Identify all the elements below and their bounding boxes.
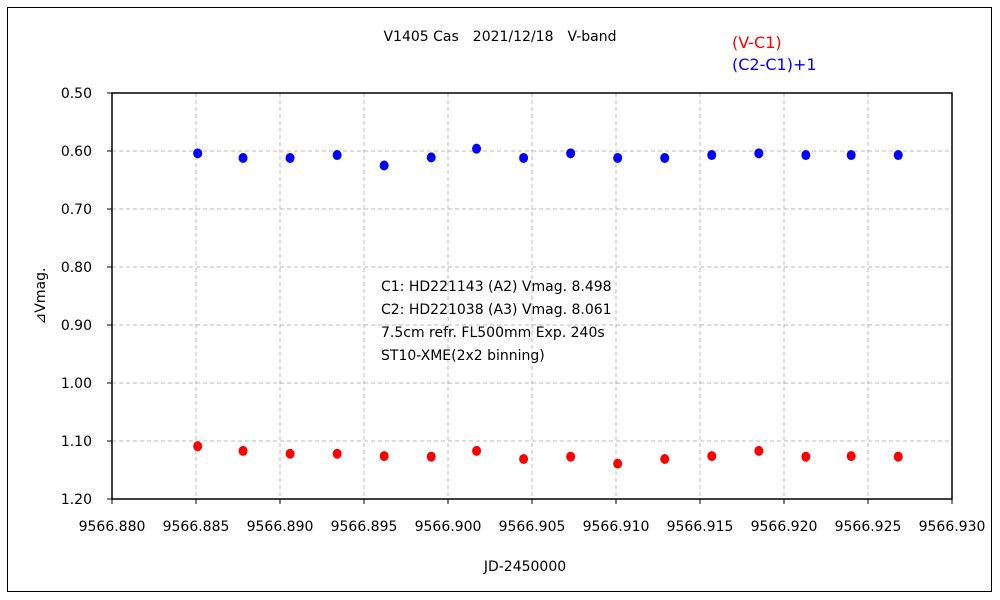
c2-c1-point: [193, 148, 203, 159]
chart-frame: [7, 7, 992, 592]
v-c1-point: [660, 453, 670, 464]
v-c1-point: [754, 445, 764, 456]
c2-c1-point: [426, 152, 436, 163]
c2-c1-point: [613, 152, 623, 163]
x-tick-label: 9566.925: [835, 519, 902, 535]
v-c1-point: [519, 453, 529, 464]
v-c1-point: [707, 451, 717, 462]
c2-c1-point: [707, 150, 717, 161]
v-c1-point: [893, 451, 903, 462]
v-c1-point: [846, 451, 856, 462]
x-tick-label: 9566.890: [247, 519, 314, 535]
y-tick-label: 0.60: [61, 144, 92, 160]
c2-c1-point: [566, 148, 576, 159]
v-c1-point: [801, 451, 811, 462]
c2-c1-point: [846, 150, 856, 161]
y-tick-label: 0.90: [61, 318, 92, 334]
legend-v-c1: (V-C1): [732, 33, 782, 52]
c2-c1-point: [801, 150, 811, 161]
c2-c1-point: [332, 150, 342, 161]
grid: [112, 93, 952, 499]
annotation-camera: ST10-XME(2x2 binning): [381, 348, 545, 364]
c2-c1-point: [472, 143, 482, 154]
x-tick-label: 9566.920: [751, 519, 818, 535]
y-tick-label: 1.10: [61, 434, 92, 450]
v-c1-point: [426, 451, 436, 462]
x-tick-label: 9566.910: [583, 519, 650, 535]
annotation-c1: C1: HD221143 (A2) Vmag. 8.498: [381, 279, 612, 295]
c2-c1-point: [893, 150, 903, 161]
y-tick-label: 0.70: [61, 202, 92, 218]
x-tick-label: 9566.930: [919, 519, 986, 535]
v-c1-point: [193, 441, 203, 452]
x-tick-label: 9566.905: [499, 519, 566, 535]
legend-c2-c1: (C2-C1)+1: [732, 55, 817, 74]
x-tick-label: 9566.880: [79, 519, 146, 535]
v-c1-point: [238, 445, 248, 456]
y-tick-label: 1.00: [61, 376, 92, 392]
v-c1-point: [472, 445, 482, 456]
x-axis-label: JD-2450000: [483, 559, 566, 575]
v-c1-point: [613, 458, 623, 469]
y-tick-label: 0.50: [61, 86, 92, 102]
c2-c1-point: [285, 152, 295, 163]
x-tick-label: 9566.900: [415, 519, 482, 535]
annotation-telescope: 7.5cm refr. FL500mm Exp. 240s: [381, 325, 605, 341]
x-tick-label: 9566.885: [163, 519, 230, 535]
v-c1-point: [332, 448, 342, 459]
y-tick-label: 1.20: [61, 492, 92, 508]
annotation-c2: C2: HD221038 (A3) Vmag. 8.061: [381, 302, 612, 318]
chart-title: V1405 Cas 2021/12/18 V-band: [383, 29, 616, 45]
c2-c1-point: [519, 152, 529, 163]
x-tick-label: 9566.915: [667, 519, 734, 535]
c2-c1-point: [754, 148, 764, 159]
c2-c1-point: [660, 152, 670, 163]
y-axis-label: ⊿Vmag.: [33, 268, 49, 325]
c2-c1-point: [238, 152, 248, 163]
c2-c1-point: [379, 160, 389, 171]
y-tick-label: 0.80: [61, 260, 92, 276]
v-c1-point: [379, 451, 389, 462]
x-tick-label: 9566.895: [331, 519, 398, 535]
v-c1-point: [566, 451, 576, 462]
v-c1-point: [285, 448, 295, 459]
